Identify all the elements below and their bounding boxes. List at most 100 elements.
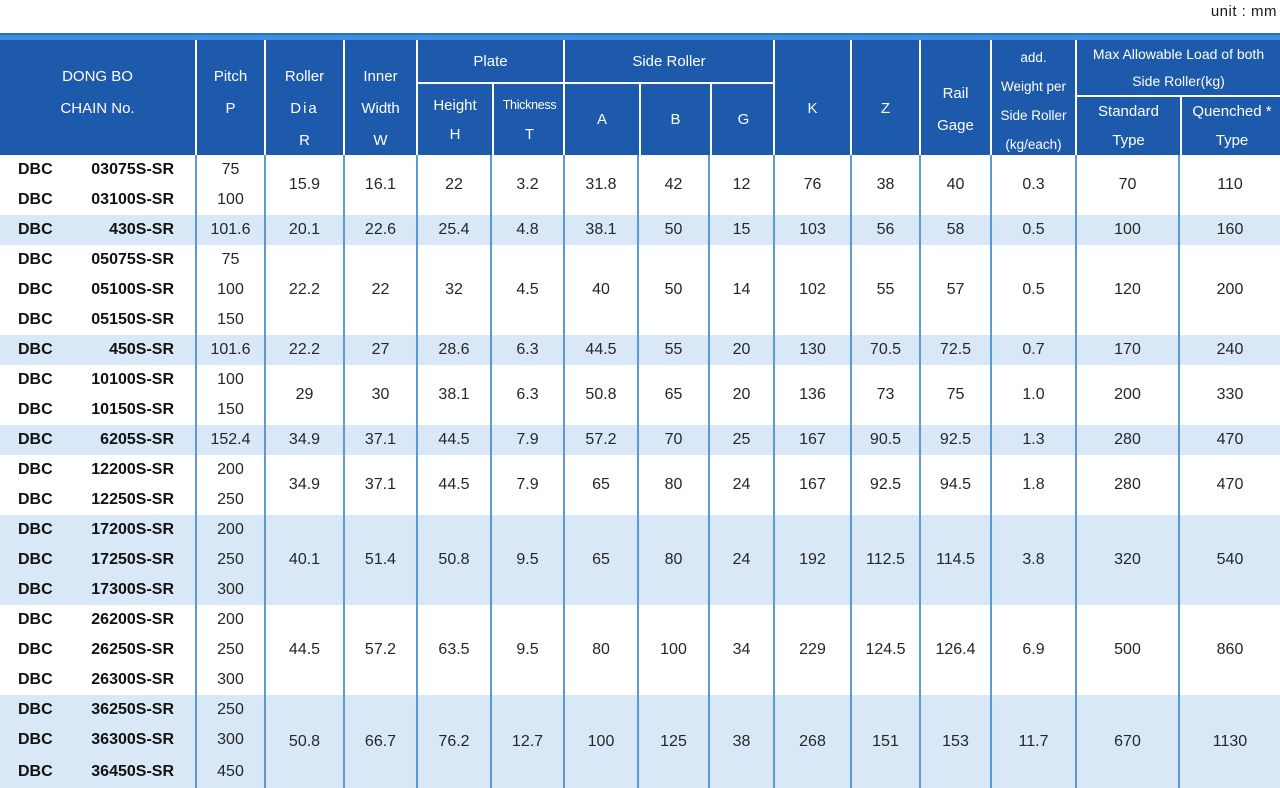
chain-model: 03075S-SR: [91, 161, 174, 178]
add_weight-cell: 0.5: [990, 215, 1075, 245]
header-pitch: Pitch P: [195, 40, 264, 155]
chain-prefix: DBC: [18, 431, 53, 448]
b-cell: 80: [637, 455, 708, 515]
chain-model: 10150S-SR: [91, 401, 174, 418]
add_weight-cell: 0.5: [990, 245, 1075, 335]
a-cell: 50.8: [563, 365, 637, 425]
standard-cell: 320: [1075, 515, 1178, 605]
height-cell: 76.2: [416, 695, 490, 788]
chain-model: 05100S-SR: [91, 281, 174, 298]
pitch-cell: 250: [195, 545, 264, 575]
a-cell: 40: [563, 245, 637, 335]
standard-cell: 670: [1075, 695, 1178, 788]
chain-no-cell: DBC 10150S-SR: [0, 395, 195, 425]
chain-prefix: DBC: [18, 401, 53, 418]
standard-cell: 280: [1075, 425, 1178, 455]
chain-model: 17200S-SR: [91, 521, 174, 538]
z-cell: 151: [850, 695, 919, 788]
thickness-cell: 12.7: [490, 695, 563, 788]
pitch-cell: 200: [195, 455, 264, 485]
height-cell: 32: [416, 245, 490, 335]
b-cell: 42: [637, 155, 708, 215]
chain-model: 6205S-SR: [100, 431, 174, 448]
spec-table: DBC 03075S-SR 75 15.9 16.1 22 3.2 31.8 42 12 76 38 4…: [0, 155, 1280, 788]
quenched-cell: 330: [1178, 365, 1280, 425]
chain-prefix: DBC: [18, 491, 53, 508]
pitch-cell: 100: [195, 365, 264, 395]
header-quenched-type: Quenched * Type: [1180, 97, 1280, 155]
chain-no-cell: DBC 26250S-SR: [0, 635, 195, 665]
add_weight-cell: 11.7: [990, 695, 1075, 788]
table-row: DBC 430S-SR 101.6 20.1 22.6 25.4 4.8 38.1 50 15 10…: [0, 215, 1280, 245]
header-plate: Plate: [418, 40, 563, 84]
thickness-cell: 3.2: [490, 155, 563, 215]
g-cell: 38: [708, 695, 773, 788]
rail_gage-cell: 40: [919, 155, 990, 215]
quenched-cell: 200: [1178, 245, 1280, 335]
header-max-load-group: Max Allowable Load of both Side Roller(k…: [1075, 40, 1280, 155]
chain-model: 26200S-SR: [91, 611, 174, 628]
pitch-cell: 150: [195, 395, 264, 425]
header-inner-width: Inner Width W: [343, 40, 416, 155]
rail_gage-cell: 126.4: [919, 605, 990, 695]
roller_dia-cell: 15.9: [264, 155, 343, 215]
chain-no-cell: DBC 430S-SR: [0, 215, 195, 245]
chain-no-cell: DBC 05075S-SR: [0, 245, 195, 275]
standard-cell: 120: [1075, 245, 1178, 335]
roller_dia-cell: 20.1: [264, 215, 343, 245]
pitch-cell: 250: [195, 485, 264, 515]
chain-no-cell: DBC 05150S-SR: [0, 305, 195, 335]
b-cell: 70: [637, 425, 708, 455]
chain-prefix: DBC: [18, 551, 53, 568]
z-cell: 112.5: [850, 515, 919, 605]
g-cell: 24: [708, 455, 773, 515]
g-cell: 15: [708, 215, 773, 245]
chain-no-cell: DBC 05100S-SR: [0, 275, 195, 305]
header-chain-no: DONG BO CHAIN No.: [60, 68, 135, 117]
thickness-cell: 7.9: [490, 455, 563, 515]
table-row: DBC 26200S-SR 200 44.5 57.2 63.5 9.5 80 100 34 229…: [0, 605, 1280, 695]
a-cell: 38.1: [563, 215, 637, 245]
header-rail-gage: Rail Gage: [919, 40, 990, 155]
table-row: DBC 03100S-SR 100: [0, 185, 1280, 215]
pitch-cell: 450: [195, 755, 264, 788]
chain-no-cell: DBC 03075S-SR: [0, 155, 195, 185]
chain-model: 12200S-SR: [91, 461, 174, 478]
k-cell: 167: [773, 455, 850, 515]
table-header: DONG BO CHAIN No. Pitch P Roller Dia R I…: [0, 40, 1280, 155]
standard-cell: 500: [1075, 605, 1178, 695]
g-cell: 12: [708, 155, 773, 215]
rail_gage-cell: 58: [919, 215, 990, 245]
roller_dia-cell: 40.1: [264, 515, 343, 605]
chain-model: 450S-SR: [109, 341, 174, 358]
roller_dia-cell: 34.9: [264, 455, 343, 515]
chain-prefix: DBC: [18, 341, 53, 358]
chain-prefix: DBC: [18, 461, 53, 478]
chain-prefix: DBC: [18, 641, 53, 658]
k-cell: 130: [773, 335, 850, 365]
chain-model: 36450S-SR: [91, 762, 174, 780]
header-b: B: [639, 84, 710, 155]
roller_dia-cell: 22.2: [264, 335, 343, 365]
height-cell: 28.6: [416, 335, 490, 365]
standard-cell: 70: [1075, 155, 1178, 215]
z-cell: 55: [850, 245, 919, 335]
pitch-cell: 101.6: [195, 335, 264, 365]
inner_width-cell: 51.4: [343, 515, 416, 605]
k-cell: 76: [773, 155, 850, 215]
chain-model: 05075S-SR: [91, 251, 174, 268]
height-cell: 38.1: [416, 365, 490, 425]
thickness-cell: 9.5: [490, 605, 563, 695]
k-cell: 102: [773, 245, 850, 335]
height-cell: 63.5: [416, 605, 490, 695]
a-cell: 31.8: [563, 155, 637, 215]
chain-model: 36250S-SR: [91, 701, 174, 718]
k-cell: 192: [773, 515, 850, 605]
unit-label: unit : mm: [1210, 3, 1277, 20]
b-cell: 50: [637, 215, 708, 245]
table-row: DBC 450S-SR 101.6 22.2 27 28.6 6.3 44.5 55 20 130 7…: [0, 335, 1280, 365]
pitch-cell: 300: [195, 575, 264, 605]
z-cell: 38: [850, 155, 919, 215]
chain-no-cell: DBC 36250S-SR: [0, 695, 195, 725]
chain-prefix: DBC: [18, 701, 53, 718]
